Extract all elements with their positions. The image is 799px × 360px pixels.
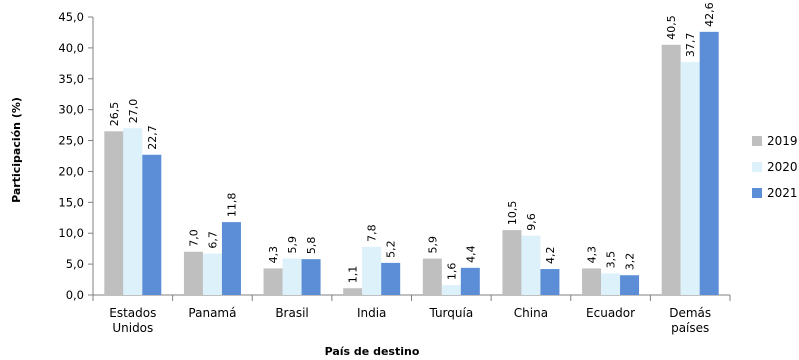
axes: 0,0 5,0 10,0 15,0 20,0 25,0 30,0 35,0 40,0 45,0 Es… — [58, 10, 731, 335]
bar-2019 — [183, 251, 203, 295]
data-label: 5,9 — [426, 236, 439, 254]
data-label: 4,4 — [464, 245, 477, 263]
bar-2021 — [620, 275, 640, 295]
bar-2020 — [521, 235, 541, 295]
bar-2020 — [680, 62, 700, 295]
bars — [104, 31, 719, 296]
bar-2019 — [104, 131, 124, 295]
bar-2021 — [301, 259, 321, 295]
y-tick-label: 10,0 — [58, 226, 84, 240]
data-label: 27,0 — [127, 99, 140, 124]
x-tick-label: Brasil — [275, 306, 308, 320]
bar-2020 — [282, 258, 302, 295]
bar-2019 — [263, 268, 283, 295]
data-label: 37,7 — [684, 33, 697, 58]
x-tick-label: China — [514, 306, 548, 320]
x-tick-label: Turquía — [428, 306, 473, 320]
data-label: 1,6 — [445, 263, 458, 281]
legend-swatch-2020 — [752, 162, 762, 172]
data-label: 3,5 — [605, 251, 618, 269]
bar-2019 — [422, 258, 442, 295]
bar-2019 — [343, 288, 363, 295]
data-label: 22,7 — [146, 125, 159, 150]
data-label: 40,5 — [665, 15, 678, 40]
data-label: 7,8 — [366, 224, 379, 242]
bar-2020 — [202, 253, 222, 295]
x-tick-label: India — [357, 306, 386, 320]
data-label: 4,3 — [586, 246, 599, 264]
bar-2020 — [601, 273, 621, 295]
legend-swatch-2019 — [752, 136, 762, 146]
x-tick-label: Estados Unidos — [109, 306, 156, 335]
bar-2021 — [699, 31, 719, 296]
legend: 2019 2020 2021 — [752, 134, 798, 200]
y-tick-label: 35,0 — [58, 72, 84, 86]
data-label: 26,5 — [108, 102, 121, 127]
y-tick-label: 20,0 — [58, 164, 84, 178]
data-label: 3,2 — [624, 253, 637, 271]
x-tick-label: Panamá — [188, 306, 236, 320]
data-label: 11,8 — [225, 193, 238, 218]
data-label: 7,0 — [187, 229, 200, 247]
data-label: 1,1 — [347, 266, 360, 284]
bar-2021 — [381, 262, 401, 295]
data-label: 5,8 — [305, 237, 318, 255]
legend-label-2021: 2021 — [767, 186, 798, 200]
y-tick-label: 0,0 — [66, 288, 84, 302]
y-tick-label: 15,0 — [58, 195, 84, 209]
legend-label-2019: 2019 — [767, 134, 798, 148]
data-label: 10,5 — [506, 201, 519, 226]
data-labels: 26,5 7,0 4,3 1,1 5,9 10,5 4,3 40,5 27,0 6,7 5,9 7,8… — [108, 2, 716, 283]
y-tick-label: 45,0 — [58, 10, 84, 24]
data-label: 4,3 — [267, 246, 280, 264]
data-label: 5,9 — [286, 236, 299, 254]
x-tick-label: Ecuador — [586, 306, 635, 320]
bar-2020 — [123, 128, 143, 295]
bar-2021 — [142, 154, 162, 295]
bar-2021 — [460, 267, 480, 295]
legend-swatch-2021 — [752, 188, 762, 198]
bar-2019 — [582, 268, 602, 295]
legend-label-2020: 2020 — [767, 160, 798, 174]
bar-2020 — [362, 246, 382, 295]
x-axis-title: País de destino — [325, 345, 420, 358]
data-label: 5,2 — [385, 240, 398, 258]
data-label: 9,6 — [525, 213, 538, 231]
y-tick-label: 5,0 — [66, 257, 84, 271]
x-tick-label: Demás países — [669, 306, 711, 335]
data-label: 4,2 — [544, 247, 557, 265]
y-axis-title: Participación (%) — [10, 97, 23, 203]
bar-2020 — [441, 285, 461, 295]
y-tick-label: 25,0 — [58, 134, 84, 148]
data-label: 42,6 — [703, 2, 716, 27]
y-tick-label: 30,0 — [58, 103, 84, 117]
bar-2019 — [661, 44, 681, 295]
bar-2021 — [221, 222, 241, 295]
bar-2021 — [540, 269, 560, 295]
y-tick-label: 40,0 — [58, 41, 84, 55]
data-label: 6,7 — [206, 231, 219, 249]
bar-2019 — [502, 230, 522, 295]
